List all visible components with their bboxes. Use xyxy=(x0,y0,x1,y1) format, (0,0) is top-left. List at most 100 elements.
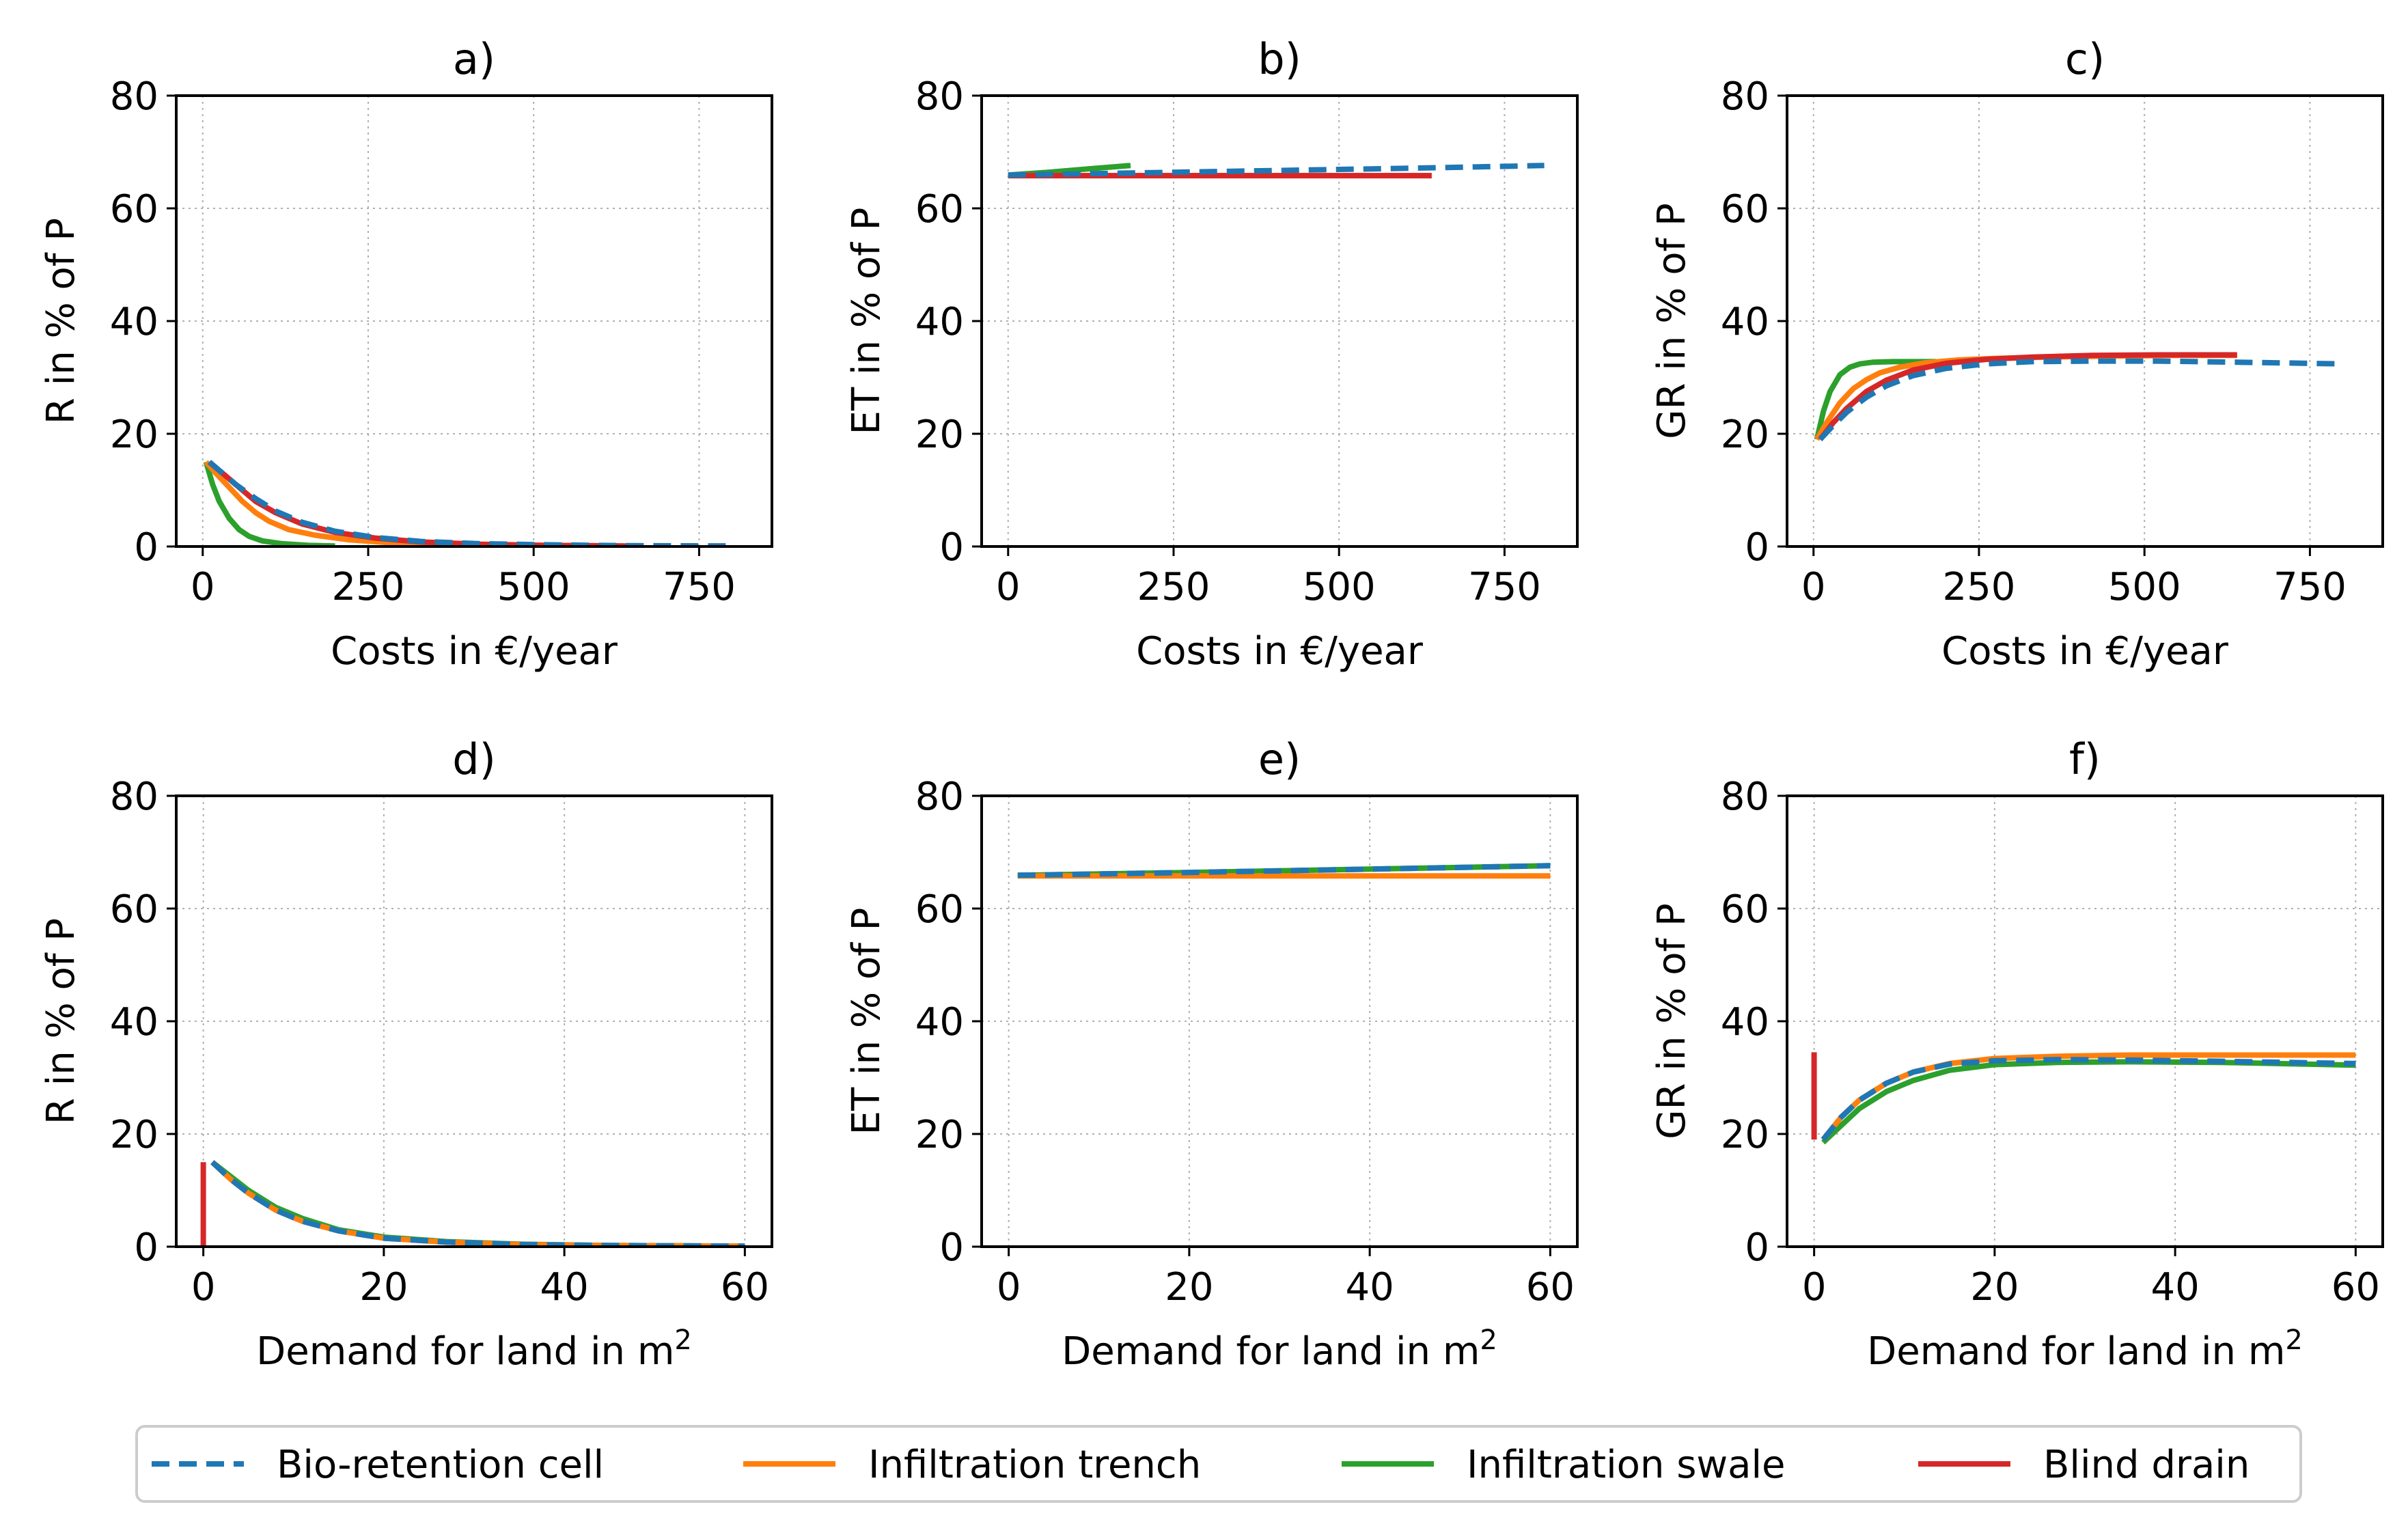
subplot-e: 0 20 40 60 0 20 40 60 80 e) Demand for land in m2 E… xyxy=(844,734,1579,1374)
subplot-c: 0 250 500 750 0 20 40 60 80 c) Costs in €/year GR i… xyxy=(1650,34,2384,674)
x-axis-label: Demand for land in m2 xyxy=(256,1325,692,1374)
x-tick-label: 250 xyxy=(1943,565,2016,609)
x-tick-label: 0 xyxy=(997,1265,1021,1310)
y-tick-label: 40 xyxy=(110,1000,158,1044)
y-tick-label: 80 xyxy=(110,775,158,819)
y-tick-label: 80 xyxy=(915,775,964,819)
y-tick-label: 40 xyxy=(915,300,964,344)
y-tick-label: 0 xyxy=(939,1226,964,1270)
series-group xyxy=(1008,163,1545,179)
y-tick-label: 80 xyxy=(915,74,964,119)
legend: Bio-retention cell Infiltration trench Inf… xyxy=(135,1425,2302,1503)
y-tick-label: 0 xyxy=(1745,525,1769,570)
y-tick-label: 20 xyxy=(1721,413,1769,457)
x-tick-label: 0 xyxy=(1801,565,1826,609)
axes-frame xyxy=(175,794,773,1248)
x-tick-label: 40 xyxy=(540,1265,588,1310)
subplot-title: d) xyxy=(452,734,496,784)
series-trench-line xyxy=(204,460,626,546)
x-tick-label: 40 xyxy=(2150,1265,2199,1310)
y-tick-label: 20 xyxy=(915,413,964,457)
axes-frame xyxy=(1786,94,2384,548)
subplot-b: 0 250 500 750 0 20 40 60 80 b) Costs in €/year ET i… xyxy=(844,34,1579,674)
x-tick-label: 250 xyxy=(1137,565,1210,609)
x-tick-label: 0 xyxy=(191,1265,216,1310)
series-bio-line xyxy=(1008,163,1545,178)
y-tick-label: 60 xyxy=(110,187,158,232)
series-trench-line xyxy=(210,1160,745,1247)
x-axis-label-superscript: 2 xyxy=(674,1325,691,1356)
series-blind-line xyxy=(207,460,626,546)
series-group xyxy=(203,460,732,546)
x-tick-label: 750 xyxy=(1468,565,1541,609)
series-swale-line xyxy=(210,1160,745,1247)
y-tick-label: 60 xyxy=(1721,187,1769,232)
series-group xyxy=(1811,1052,2356,1145)
legend-label: Infiltration swale xyxy=(1467,1443,1786,1487)
y-tick-label: 40 xyxy=(915,1000,964,1044)
y-tick-label: 20 xyxy=(110,413,158,457)
x-tick-label: 500 xyxy=(1303,565,1376,609)
x-axis-label: Costs in €/year xyxy=(1941,629,2229,674)
y-tick-label: 0 xyxy=(939,525,964,570)
x-tick-label: 20 xyxy=(1165,1265,1213,1310)
y-tick-label: 0 xyxy=(134,525,158,570)
x-tick-label: 20 xyxy=(359,1265,408,1310)
x-tick-label: 0 xyxy=(1802,1265,1827,1310)
y-tick-label: 40 xyxy=(1721,1000,1769,1044)
legend-box xyxy=(135,1425,2302,1503)
y-tick-label: 20 xyxy=(915,1113,964,1157)
x-tick-label: 60 xyxy=(2331,1265,2380,1310)
x-tick-label: 20 xyxy=(1970,1265,2019,1310)
series-bio-line xyxy=(1017,863,1551,878)
series-trench-line xyxy=(1814,352,2237,441)
x-axis-label: Demand for land in m2 xyxy=(1062,1325,1497,1374)
y-tick-label: 40 xyxy=(1721,300,1769,344)
legend-label: Infiltration trench xyxy=(868,1443,1201,1487)
series-group xyxy=(1017,863,1551,879)
axes-frame xyxy=(980,794,1579,1248)
x-tick-label: 0 xyxy=(191,565,215,609)
x-tick-label: 250 xyxy=(332,565,405,609)
series-blind-line xyxy=(1818,352,2237,441)
x-tick-label: 0 xyxy=(996,565,1021,609)
x-axis-label-superscript: 2 xyxy=(1480,1325,1497,1356)
x-axis-label: Costs in €/year xyxy=(331,629,618,674)
subplot-title: e) xyxy=(1258,734,1301,784)
y-tick-label: 60 xyxy=(915,887,964,932)
series-swale-line xyxy=(1814,359,1936,441)
series-bio-line xyxy=(210,1160,745,1247)
series-swale-line xyxy=(203,461,335,546)
series-bio-line xyxy=(1821,1057,2356,1141)
y-axis-label: GR in % of P xyxy=(1650,903,1694,1139)
y-axis-label: R in % of P xyxy=(39,218,83,424)
x-tick-label: 60 xyxy=(721,1265,769,1310)
y-tick-label: 0 xyxy=(1745,1226,1769,1270)
y-axis-label: GR in % of P xyxy=(1650,203,1694,439)
subplot-title: c) xyxy=(2065,34,2105,84)
y-tick-label: 80 xyxy=(1721,74,1769,119)
series-bio-line xyxy=(1818,358,2343,442)
y-tick-label: 60 xyxy=(1721,887,1769,932)
subplot-d: 0 20 40 60 0 20 40 60 80 d) Demand for land in m2 R… xyxy=(39,734,773,1374)
y-axis-label: R in % of P xyxy=(39,918,83,1124)
subplot-title: a) xyxy=(453,34,495,84)
subplot-title: f) xyxy=(2069,734,2101,784)
axes-frame xyxy=(1786,794,2384,1248)
y-tick-label: 0 xyxy=(134,1226,158,1270)
legend-label: Blind drain xyxy=(2043,1443,2250,1487)
x-axis-label: Costs in €/year xyxy=(1136,629,1424,674)
x-tick-label: 500 xyxy=(497,565,570,609)
series-bio-line xyxy=(207,460,732,546)
x-tick-label: 750 xyxy=(2273,565,2347,609)
x-axis-label-superscript: 2 xyxy=(2285,1325,2302,1356)
y-tick-label: 80 xyxy=(110,74,158,119)
y-tick-label: 60 xyxy=(110,887,158,932)
x-axis-label: Demand for land in m2 xyxy=(1867,1325,2303,1374)
x-tick-label: 60 xyxy=(1526,1265,1575,1310)
series-group xyxy=(1814,352,2343,442)
legend-entry: Infiltration swale xyxy=(1342,1443,1786,1487)
y-tick-label: 60 xyxy=(915,187,964,232)
axes-frame xyxy=(175,94,773,548)
